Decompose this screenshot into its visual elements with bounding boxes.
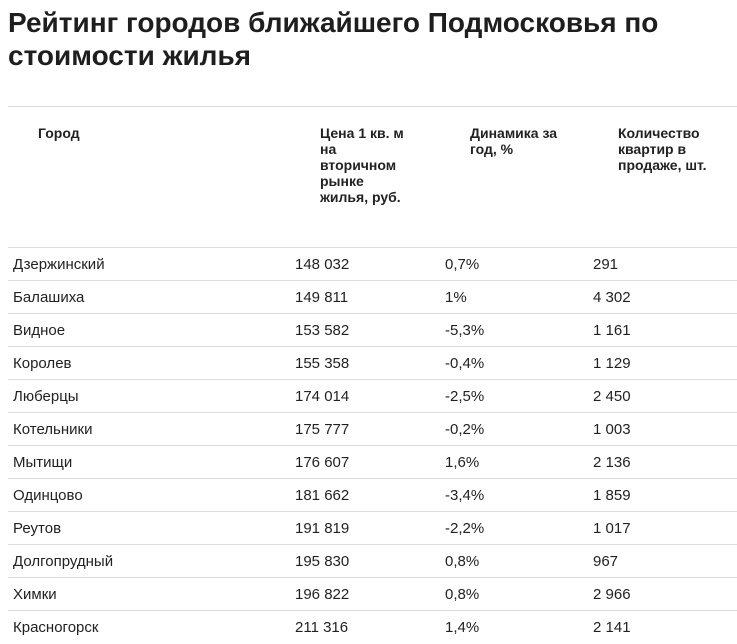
table-cell: 2 450: [593, 388, 631, 405]
table-cell: 148 032: [295, 256, 350, 273]
table-row: Реутов 191 819 -2,2% 1 017: [8, 511, 737, 545]
table-cell: -5,3%: [445, 322, 485, 339]
table-row: Красногорск 211 316 1,4% 2 141: [8, 610, 737, 644]
table-cell: 0,7%: [445, 256, 480, 273]
table-cell: 0,8%: [445, 553, 480, 570]
table-cell: Реутов: [13, 520, 62, 537]
table-cell: 1 161: [593, 322, 631, 339]
table-cell: 2 141: [593, 619, 631, 636]
table-cell: 1 129: [593, 355, 631, 372]
table-cell: Долгопрудный: [13, 553, 114, 570]
table-cell: 1 003: [593, 421, 631, 438]
table-cell: 211 316: [295, 619, 349, 636]
table-cell: 195 830: [295, 553, 350, 570]
table-row: Долгопрудный 195 830 0,8% 967: [8, 544, 737, 578]
table-cell: -0,4%: [445, 355, 485, 372]
table-cell: Котельники: [13, 421, 93, 438]
table-row: Химки 196 822 0,8% 2 966: [8, 577, 737, 611]
column-header: Динамика за год, %: [470, 125, 558, 157]
table-cell: 1%: [445, 289, 467, 306]
table-cell: 1 859: [593, 487, 631, 504]
title: Рейтинг городов ближайшего Подмосковья п…: [8, 7, 659, 71]
table-cell: Химки: [13, 586, 57, 603]
table-cell: -3,4%: [445, 487, 485, 504]
table-cell: 4 302: [593, 289, 631, 306]
table-row: Люберцы 174 014 -2,5% 2 450: [8, 379, 737, 413]
table-cell: 967: [593, 553, 619, 570]
table-row: Видное 153 582 -5,3% 1 161: [8, 313, 737, 347]
table-cell: -0,2%: [445, 421, 485, 438]
table-cell: 1,4%: [445, 619, 480, 636]
table-cell: 155 358: [295, 355, 350, 372]
table-row: Одинцово 181 662 -3,4% 1 859: [8, 478, 737, 512]
table-cell: 153 582: [295, 322, 350, 339]
table-cell: Балашиха: [13, 289, 85, 306]
table-row: Балашиха 149 811 1% 4 302: [8, 280, 737, 314]
table-cell: Красногорск: [13, 619, 99, 636]
table-cell: 291: [593, 256, 619, 273]
table-cell: Видное: [13, 322, 66, 339]
column-header: Город: [38, 125, 80, 141]
table-cell: 174 014: [295, 388, 350, 405]
table-cell: Люберцы: [13, 388, 79, 405]
table-cell: 196 822: [295, 586, 350, 603]
table-cell: Мытищи: [13, 454, 73, 471]
table-cell: -2,5%: [445, 388, 485, 405]
table-row: Королев 155 358 -0,4% 1 129: [8, 346, 737, 380]
table-row: Дзержинский 148 032 0,7% 291: [8, 247, 737, 281]
table-cell: 181 662: [295, 487, 350, 504]
table-cell: 1,6%: [445, 454, 480, 471]
table-cell: 2 136: [593, 454, 631, 471]
table-cell: Дзержинский: [13, 256, 105, 273]
table-cell: -2,2%: [445, 520, 485, 537]
table-cell: Королев: [13, 355, 72, 372]
table-cell: 175 777: [295, 421, 350, 438]
table-cell: 176 607: [295, 454, 350, 471]
table-cell: Одинцово: [13, 487, 83, 504]
table-row: Котельники 175 777 -0,2% 1 003: [8, 412, 737, 446]
table-cell: 0,8%: [445, 586, 480, 603]
table-cell: 2 966: [593, 586, 631, 603]
table-header: Город Цена 1 кв. м на вторичном рынке жил…: [8, 106, 737, 248]
table-cell: 149 811: [295, 289, 349, 306]
table-cell: 1 017: [593, 520, 631, 537]
column-header: Количество квартир в продаже, шт.: [618, 125, 707, 173]
column-header: Цена 1 кв. м на вторичном рынке жилья, р…: [320, 125, 404, 205]
table-row: Мытищи 176 607 1,6% 2 136: [8, 445, 737, 479]
table-cell: 191 819: [295, 520, 350, 537]
